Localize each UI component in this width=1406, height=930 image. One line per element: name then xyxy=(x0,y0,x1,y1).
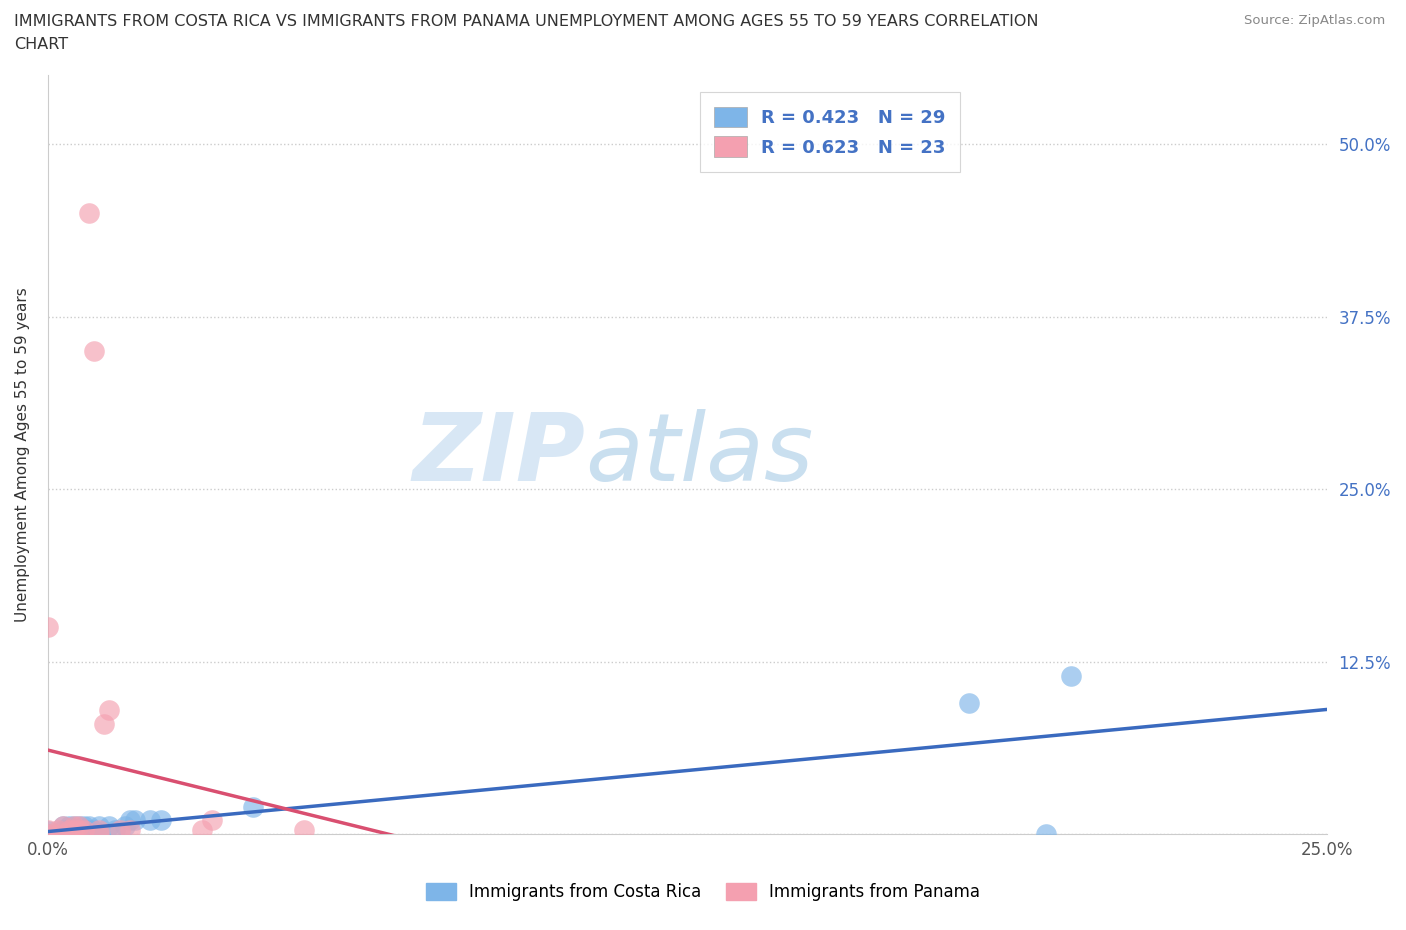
Point xyxy=(201,813,224,828)
Point xyxy=(62,823,84,838)
Point xyxy=(58,823,80,838)
Point xyxy=(37,823,59,838)
Point xyxy=(108,823,131,838)
Y-axis label: Unemployment Among Ages 55 to 59 years: Unemployment Among Ages 55 to 59 years xyxy=(15,287,30,622)
Point xyxy=(83,344,105,359)
Point xyxy=(292,823,315,838)
Point xyxy=(242,799,264,814)
Point xyxy=(52,823,75,838)
Point xyxy=(98,703,121,718)
Text: ZIP: ZIP xyxy=(412,409,585,501)
Point xyxy=(73,818,96,833)
Point xyxy=(118,813,141,828)
Point xyxy=(139,813,162,828)
Point xyxy=(37,827,59,842)
Point xyxy=(98,818,121,833)
Text: Source: ZipAtlas.com: Source: ZipAtlas.com xyxy=(1244,14,1385,27)
Point xyxy=(103,823,125,838)
Point xyxy=(124,813,146,828)
Point xyxy=(89,827,111,842)
Point xyxy=(37,824,59,839)
Point xyxy=(114,818,136,833)
Point xyxy=(67,818,90,833)
Point xyxy=(149,813,172,828)
Point xyxy=(1035,827,1057,842)
Point xyxy=(58,823,80,838)
Point xyxy=(62,823,84,838)
Point xyxy=(77,206,100,220)
Point xyxy=(62,818,84,833)
Point xyxy=(37,620,59,635)
Point xyxy=(89,823,111,838)
Point xyxy=(58,818,80,833)
Point xyxy=(46,827,69,842)
Point xyxy=(93,716,115,731)
Point xyxy=(77,818,100,833)
Point xyxy=(52,818,75,833)
Point xyxy=(89,818,111,833)
Text: CHART: CHART xyxy=(14,37,67,52)
Point xyxy=(62,818,84,833)
Point xyxy=(46,827,69,842)
Point xyxy=(77,823,100,838)
Point xyxy=(52,818,75,833)
Point xyxy=(83,823,105,838)
Point xyxy=(118,823,141,838)
Point xyxy=(67,818,90,833)
Point xyxy=(67,823,90,838)
Point xyxy=(89,827,111,842)
Legend: Immigrants from Costa Rica, Immigrants from Panama: Immigrants from Costa Rica, Immigrants f… xyxy=(419,876,987,908)
Point xyxy=(190,823,212,838)
Point xyxy=(73,823,96,838)
Point xyxy=(1060,668,1083,683)
Legend: R = 0.423   N = 29, R = 0.623   N = 23: R = 0.423 N = 29, R = 0.623 N = 23 xyxy=(700,92,960,172)
Point xyxy=(67,823,90,838)
Point xyxy=(73,823,96,838)
Text: IMMIGRANTS FROM COSTA RICA VS IMMIGRANTS FROM PANAMA UNEMPLOYMENT AMONG AGES 55 : IMMIGRANTS FROM COSTA RICA VS IMMIGRANTS… xyxy=(14,14,1039,29)
Point xyxy=(37,827,59,842)
Point xyxy=(46,823,69,838)
Text: atlas: atlas xyxy=(585,409,814,500)
Point xyxy=(957,696,980,711)
